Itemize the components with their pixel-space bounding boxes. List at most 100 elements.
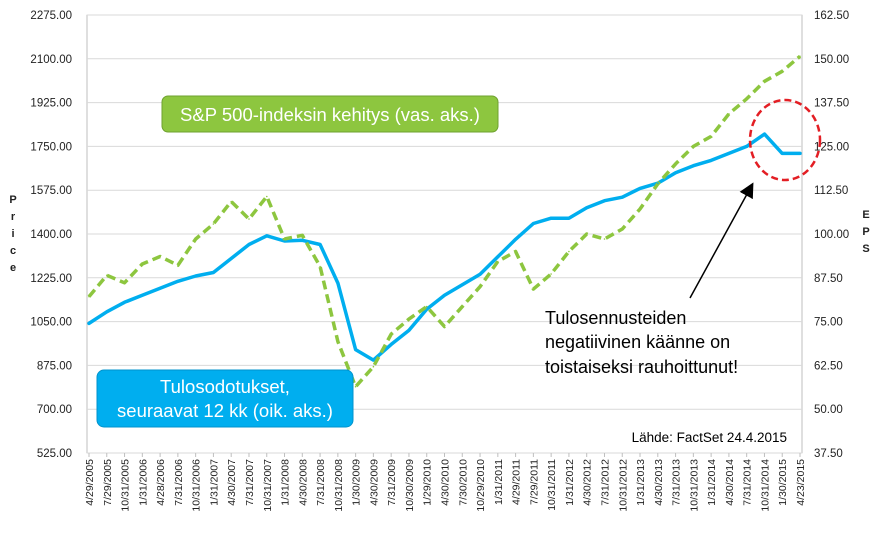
sp500-data-point [550, 273, 552, 275]
x-tick-label: 10/31/2012 [617, 459, 629, 512]
x-tick-label: 4/29/2005 [84, 459, 96, 506]
y-left-tick-label: 1925.00 [30, 98, 72, 110]
eps-label-text-line2: seuraavat 12 kk (oik. aks.) [117, 400, 333, 421]
x-tick-label: 4/30/2009 [368, 459, 380, 506]
x-tick-label: 4/30/2013 [653, 459, 665, 506]
sp500-data-point [88, 295, 90, 298]
eps-data-point [177, 280, 179, 283]
sp500-data-point [354, 385, 357, 388]
note-line1: Tulosennusteiden [545, 308, 686, 328]
x-tick-label: 7/31/2009 [386, 459, 398, 506]
eps-data-point [657, 182, 659, 184]
sp500-data-point [212, 223, 215, 225]
y-right-tick-label: 87.50 [814, 273, 843, 285]
x-tick-label: 1/31/2013 [635, 459, 647, 506]
eps-data-point [266, 235, 268, 237]
sp500-data-point [603, 238, 606, 240]
note-line3: toistaiseksi rauhoittunut! [545, 357, 738, 377]
sp500-data-point [123, 282, 126, 284]
sp500-data-point [674, 163, 677, 165]
x-tick-label: 7/31/2013 [671, 459, 683, 506]
y-right-tick-label: 50.00 [814, 404, 843, 416]
x-tick-label: 10/31/2013 [688, 459, 700, 512]
x-tick-label: 10/31/2005 [120, 459, 132, 512]
eps-data-point [497, 255, 499, 258]
x-tick-label: 4/30/2007 [226, 459, 238, 506]
y-axis-right-ticks: 37.50 50.00 62.50 75.00 87.50 100.00 112.50 125… [814, 10, 849, 460]
annotation-arrow [689, 182, 754, 299]
y-right-tick-label: 162.50 [814, 10, 849, 22]
x-tick-label: 7/31/2008 [315, 459, 327, 506]
note-line2: negatiivinen käänne on [545, 332, 730, 352]
eps-data-point [106, 311, 108, 313]
x-tick-label: 7/30/2010 [457, 459, 469, 506]
sp500-data-point [177, 264, 179, 267]
eps-data-point [763, 133, 766, 135]
sp500-data-point [479, 285, 481, 288]
eps-data-point [88, 322, 90, 325]
eps-label-box [96, 369, 354, 428]
y-right-tick-label: 100.00 [814, 229, 849, 241]
sp500-label-text: S&P 500-indeksin kehitys (vas. aks.) [180, 104, 480, 125]
sp500-data-point [106, 274, 108, 277]
sp500-data-point [692, 145, 695, 148]
eps-data-point [301, 239, 304, 242]
x-tick-label: 10/30/2009 [404, 459, 416, 512]
y-right-tick-label: 62.50 [814, 360, 843, 372]
y-left-tick-label: 2100.00 [30, 54, 72, 66]
eps-data-point [141, 294, 144, 297]
x-tick-label: 10/31/2011 [546, 459, 558, 511]
x-tick-label: 1/31/2007 [208, 459, 220, 506]
eps-data-point [212, 271, 215, 274]
y-right-tick-label: 150.00 [814, 54, 849, 66]
x-tick-label: 1/31/2006 [137, 459, 149, 506]
eps-data-point [692, 164, 695, 167]
eps-data-point [337, 282, 339, 284]
x-tick-label: 1/29/2010 [422, 459, 434, 506]
sp500-data-point [781, 70, 783, 73]
eps-data-point [283, 240, 286, 242]
x-tick-label: 4/30/2008 [297, 459, 309, 506]
eps-data-point [728, 152, 730, 155]
x-tick-label: 1/31/2011 [493, 459, 505, 505]
sp500-data-point [194, 238, 197, 240]
eps-data-point [461, 284, 464, 286]
eps-data-point [230, 257, 232, 260]
sp500-data-point [301, 234, 304, 237]
eps-data-point [710, 159, 712, 162]
sp500-data-point [141, 263, 144, 265]
eps-data-point [372, 359, 375, 361]
sp500-label-box [161, 95, 499, 133]
x-tick-label: 4/30/2012 [582, 459, 594, 506]
x-tick-label: 10/31/2014 [759, 459, 771, 512]
x-tick-label: 1/31/2012 [564, 459, 576, 506]
sp500-data-point [532, 288, 535, 290]
x-tick-label: 7/29/2005 [102, 459, 114, 506]
sp500-data-point [337, 340, 339, 343]
y-right-tick-label: 137.50 [814, 98, 849, 110]
eps-data-point [674, 171, 677, 174]
sp500-data-point [585, 233, 588, 235]
sp500-data-point [514, 250, 517, 253]
y-left-tick-label: 700.00 [37, 404, 72, 416]
sp500-data-point [266, 195, 268, 198]
x-tick-label: 7/29/2011 [528, 459, 540, 505]
sp500-data-point [159, 255, 161, 258]
x-tick-label: 1/31/2014 [706, 459, 718, 506]
eps-data-point [390, 343, 393, 346]
x-tick-label: 10/31/2006 [191, 459, 203, 512]
eps-data-point [514, 238, 517, 241]
sp500-data-point [710, 135, 712, 138]
eps-data-point [781, 152, 783, 155]
y-right-tick-label: 37.50 [814, 448, 843, 460]
eps-data-point [425, 308, 428, 311]
x-tick-label: 4/29/2011 [511, 459, 523, 505]
sp500-data-point [372, 365, 375, 368]
eps-data-point [479, 273, 481, 276]
eps-data-point [123, 301, 126, 304]
eps-data-point [319, 243, 321, 246]
sp500-data-point [283, 238, 286, 240]
x-tick-label: 10/29/2010 [475, 459, 487, 512]
y-left-tick-label: 2275.00 [30, 10, 72, 22]
